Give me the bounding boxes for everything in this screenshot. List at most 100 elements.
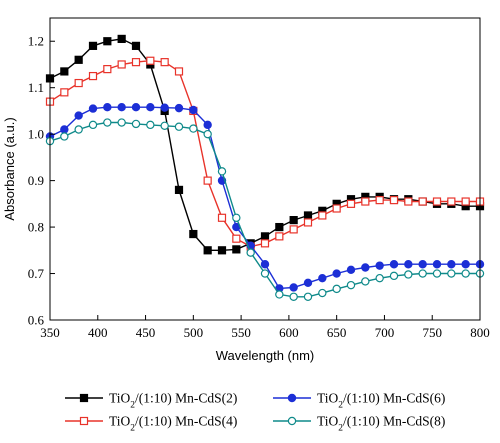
data-point	[332, 269, 341, 278]
x-tick-label: 550	[231, 325, 251, 340]
legend-item: TiO2/(1:10) Mn-CdS(8)	[273, 414, 445, 434]
data-point	[332, 204, 341, 213]
legend-item: TiO2/(1:10) Mn-CdS(6)	[273, 391, 445, 411]
data-point	[275, 232, 284, 241]
x-tick-label: 500	[184, 325, 204, 340]
data-point	[74, 125, 83, 134]
data-point	[418, 269, 427, 278]
data-point	[289, 225, 298, 234]
data-point	[203, 120, 212, 130]
data-point	[217, 167, 227, 176]
data-point	[260, 239, 270, 248]
series-2	[45, 56, 485, 251]
data-point	[160, 121, 169, 130]
data-point	[103, 103, 112, 112]
data-point	[117, 118, 126, 127]
data-point	[174, 185, 184, 195]
data-point	[74, 111, 83, 120]
data-point	[117, 60, 126, 69]
data-point	[418, 260, 427, 269]
y-tick-label: 1.1	[28, 80, 44, 95]
data-point	[389, 260, 399, 269]
data-point	[232, 245, 241, 254]
y-tick-label: 0.7	[28, 266, 45, 281]
data-point	[203, 129, 212, 139]
data-point	[447, 269, 456, 278]
data-point	[146, 120, 155, 130]
data-point	[289, 292, 298, 301]
data-point	[131, 103, 141, 112]
data-point	[74, 55, 83, 64]
data-point	[432, 260, 442, 269]
x-tick-label: 700	[375, 325, 395, 340]
data-point	[232, 234, 241, 243]
data-point	[160, 103, 169, 112]
data-point	[404, 197, 413, 206]
data-point	[361, 197, 370, 206]
data-point	[404, 270, 413, 279]
legend-item: TiO2/(1:10) Mn-CdS(2)	[65, 391, 237, 411]
data-point	[88, 120, 98, 130]
y-tick-label: 0.8	[28, 220, 44, 235]
legend-label: TiO2/(1:10) Mn-CdS(2)	[109, 391, 237, 411]
data-point	[361, 277, 370, 286]
data-point	[88, 71, 98, 81]
data-point	[117, 103, 126, 112]
data-point	[131, 58, 141, 67]
data-point	[217, 246, 227, 255]
data-point	[303, 292, 313, 301]
plot-frame	[49, 17, 481, 321]
data-point	[174, 67, 184, 76]
x-tick-label: 350	[40, 325, 60, 340]
y-tick-label: 0.6	[28, 313, 45, 328]
legend-marker	[79, 393, 89, 403]
data-point	[303, 278, 313, 288]
data-point	[318, 288, 327, 298]
data-point	[346, 199, 356, 208]
legend-item: TiO2/(1:10) Mn-CdS(4)	[65, 414, 237, 434]
data-point	[146, 103, 155, 112]
data-point	[432, 269, 442, 278]
legend-label: TiO2/(1:10) Mn-CdS(6)	[317, 391, 445, 411]
data-point	[461, 269, 470, 278]
y-tick-label: 1.0	[28, 127, 44, 142]
data-point	[203, 246, 212, 255]
data-point	[189, 105, 198, 115]
series-line	[49, 38, 480, 252]
data-point	[103, 118, 112, 127]
data-point	[303, 218, 313, 227]
data-point	[60, 132, 69, 141]
data-point	[461, 260, 470, 269]
data-point	[60, 88, 69, 97]
data-point	[318, 273, 327, 283]
y-tick-label: 0.9	[28, 173, 44, 188]
series-line	[49, 59, 480, 248]
data-point	[346, 265, 356, 275]
data-point	[260, 232, 270, 241]
legend-marker	[79, 416, 89, 426]
data-point	[88, 104, 98, 113]
data-point	[375, 196, 384, 205]
data-point	[432, 197, 442, 206]
data-point	[389, 196, 399, 205]
data-point	[447, 260, 456, 269]
x-tick-label: 650	[327, 325, 347, 340]
data-point	[189, 229, 198, 239]
data-point	[289, 216, 298, 225]
data-point	[404, 260, 413, 269]
data-point	[418, 197, 427, 206]
y-tick-label: 1.2	[28, 34, 44, 49]
y-axis-title: Absorbance (a.u.)	[2, 117, 17, 220]
data-point	[103, 37, 112, 46]
data-point	[318, 211, 327, 220]
x-axis-title: Wavelength (nm)	[216, 348, 315, 363]
legend: TiO2/(1:10) Mn-CdS(2) TiO2/(1:10) Mn-CdS(…	[65, 391, 445, 434]
data-point	[289, 283, 298, 292]
data-point	[189, 124, 198, 133]
data-point	[275, 290, 284, 299]
data-point	[60, 67, 69, 76]
data-point	[260, 269, 270, 278]
series-3	[45, 103, 485, 293]
data-point	[332, 284, 341, 294]
